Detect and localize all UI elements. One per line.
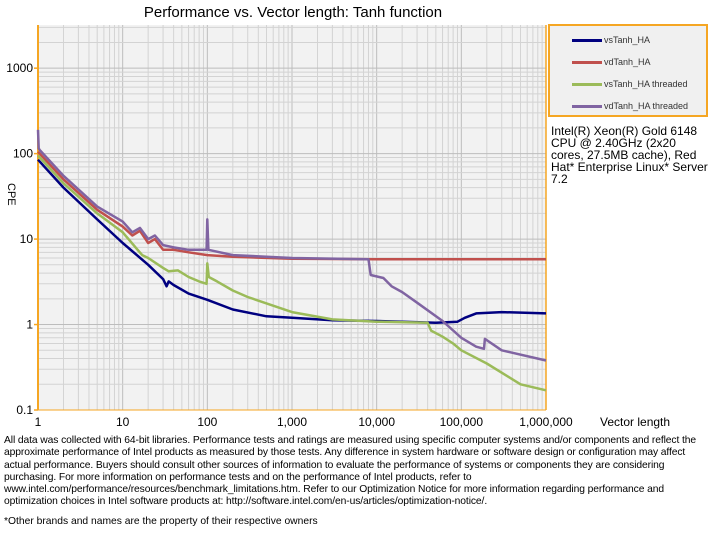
legend-label: vdTanh_HA threaded bbox=[604, 101, 689, 111]
y-axis-label: CPE bbox=[5, 183, 17, 206]
y-tick-label: 1000 bbox=[6, 61, 33, 75]
x-tick-label: 1,000 bbox=[277, 415, 307, 429]
legend-swatch bbox=[572, 60, 602, 64]
x-tick-label: 10,000 bbox=[358, 415, 395, 429]
legend-swatch bbox=[572, 104, 602, 108]
legend-item: vsTanh_HA threaded bbox=[572, 79, 688, 89]
x-axis-label: Vector length bbox=[600, 415, 670, 429]
legend-item: vsTanh_HA bbox=[572, 35, 650, 45]
legend: vsTanh_HA vdTanh_HA vsTanh_HA threaded v… bbox=[548, 24, 708, 117]
legend-label: vsTanh_HA threaded bbox=[604, 79, 688, 89]
disclaimer-text: All data was collected with 64-bit libra… bbox=[4, 435, 696, 508]
series-line bbox=[37, 158, 547, 324]
x-tick-label: 1 bbox=[35, 415, 42, 429]
trademark-footnote: *Other brands and names are the property… bbox=[4, 516, 318, 527]
legend-item: vdTanh_HA threaded bbox=[572, 101, 688, 111]
system-config-note: Intel(R) Xeon(R) Gold 6148 CPU @ 2.40GHz… bbox=[551, 124, 708, 186]
legend-swatch bbox=[572, 82, 602, 86]
x-tick-label: 1,000,000 bbox=[519, 415, 573, 429]
legend-label: vsTanh_HA bbox=[604, 35, 651, 45]
x-tick-label: 10 bbox=[116, 415, 130, 429]
y-tick-label: 10 bbox=[20, 232, 34, 246]
series-vstanh_ha-threaded bbox=[37, 154, 547, 392]
x-tick-label: 100,000 bbox=[440, 415, 484, 429]
legend-swatch bbox=[572, 38, 602, 42]
y-tick-label: 1 bbox=[26, 318, 33, 332]
legend-item: vdTanh_HA bbox=[572, 57, 651, 67]
series-vdtanh_ha-threaded bbox=[36, 129, 547, 362]
legend-label: vdTanh_HA bbox=[604, 57, 651, 67]
y-tick-label: 0.1 bbox=[16, 403, 33, 417]
chart-title: Performance vs. Vector length: Tanh func… bbox=[143, 4, 443, 21]
series-vstanh_ha bbox=[37, 158, 547, 324]
y-tick-label: 100 bbox=[13, 147, 33, 161]
x-tick-label: 100 bbox=[197, 415, 217, 429]
